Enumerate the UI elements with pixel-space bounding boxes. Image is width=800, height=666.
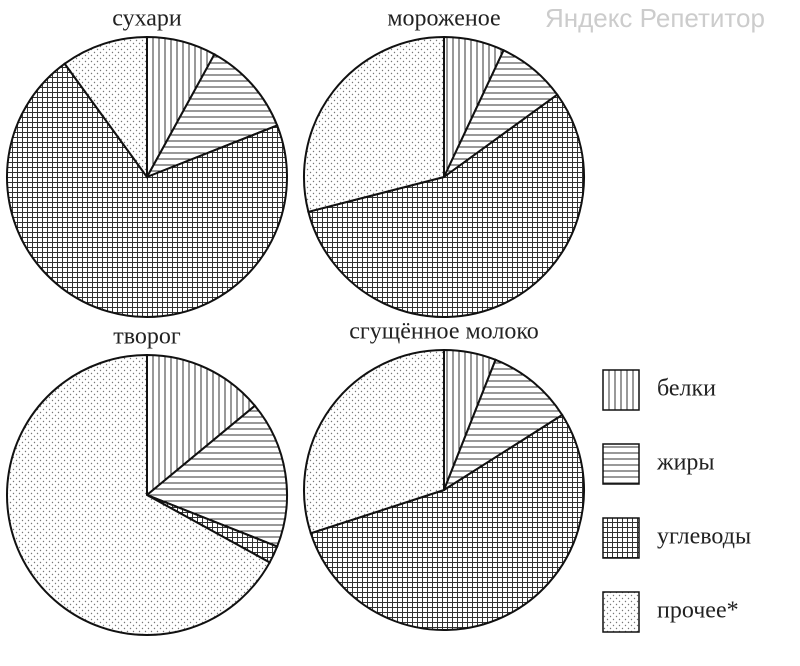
legend-swatch [602,591,640,633]
pie-title: мороженое [387,6,500,32]
pie-slice [303,348,445,535]
pie-title: творог [113,324,181,350]
legend-label: белки [657,376,716,402]
legend-swatch [602,443,640,485]
pie-slice [307,93,585,318]
pie-slice [6,62,288,318]
legend-label: прочее* [657,598,739,624]
legend-label: жиры [656,450,715,476]
watermark: Яндекс Репетитор [545,3,765,33]
pie-slice [309,413,585,631]
pie-slice [144,52,279,179]
pie-slice [145,404,288,548]
pie-slice [441,358,564,493]
legend-swatch [602,369,640,411]
pie-slice [146,353,257,498]
legend-swatch [602,517,640,559]
pie-slice [303,35,445,214]
legend-label: углеводы [657,524,751,550]
pie-title: сухари [112,6,182,32]
pie-slice [63,35,148,181]
pie-slice [6,353,272,636]
pie-title: сгущённое молоко [349,319,539,345]
